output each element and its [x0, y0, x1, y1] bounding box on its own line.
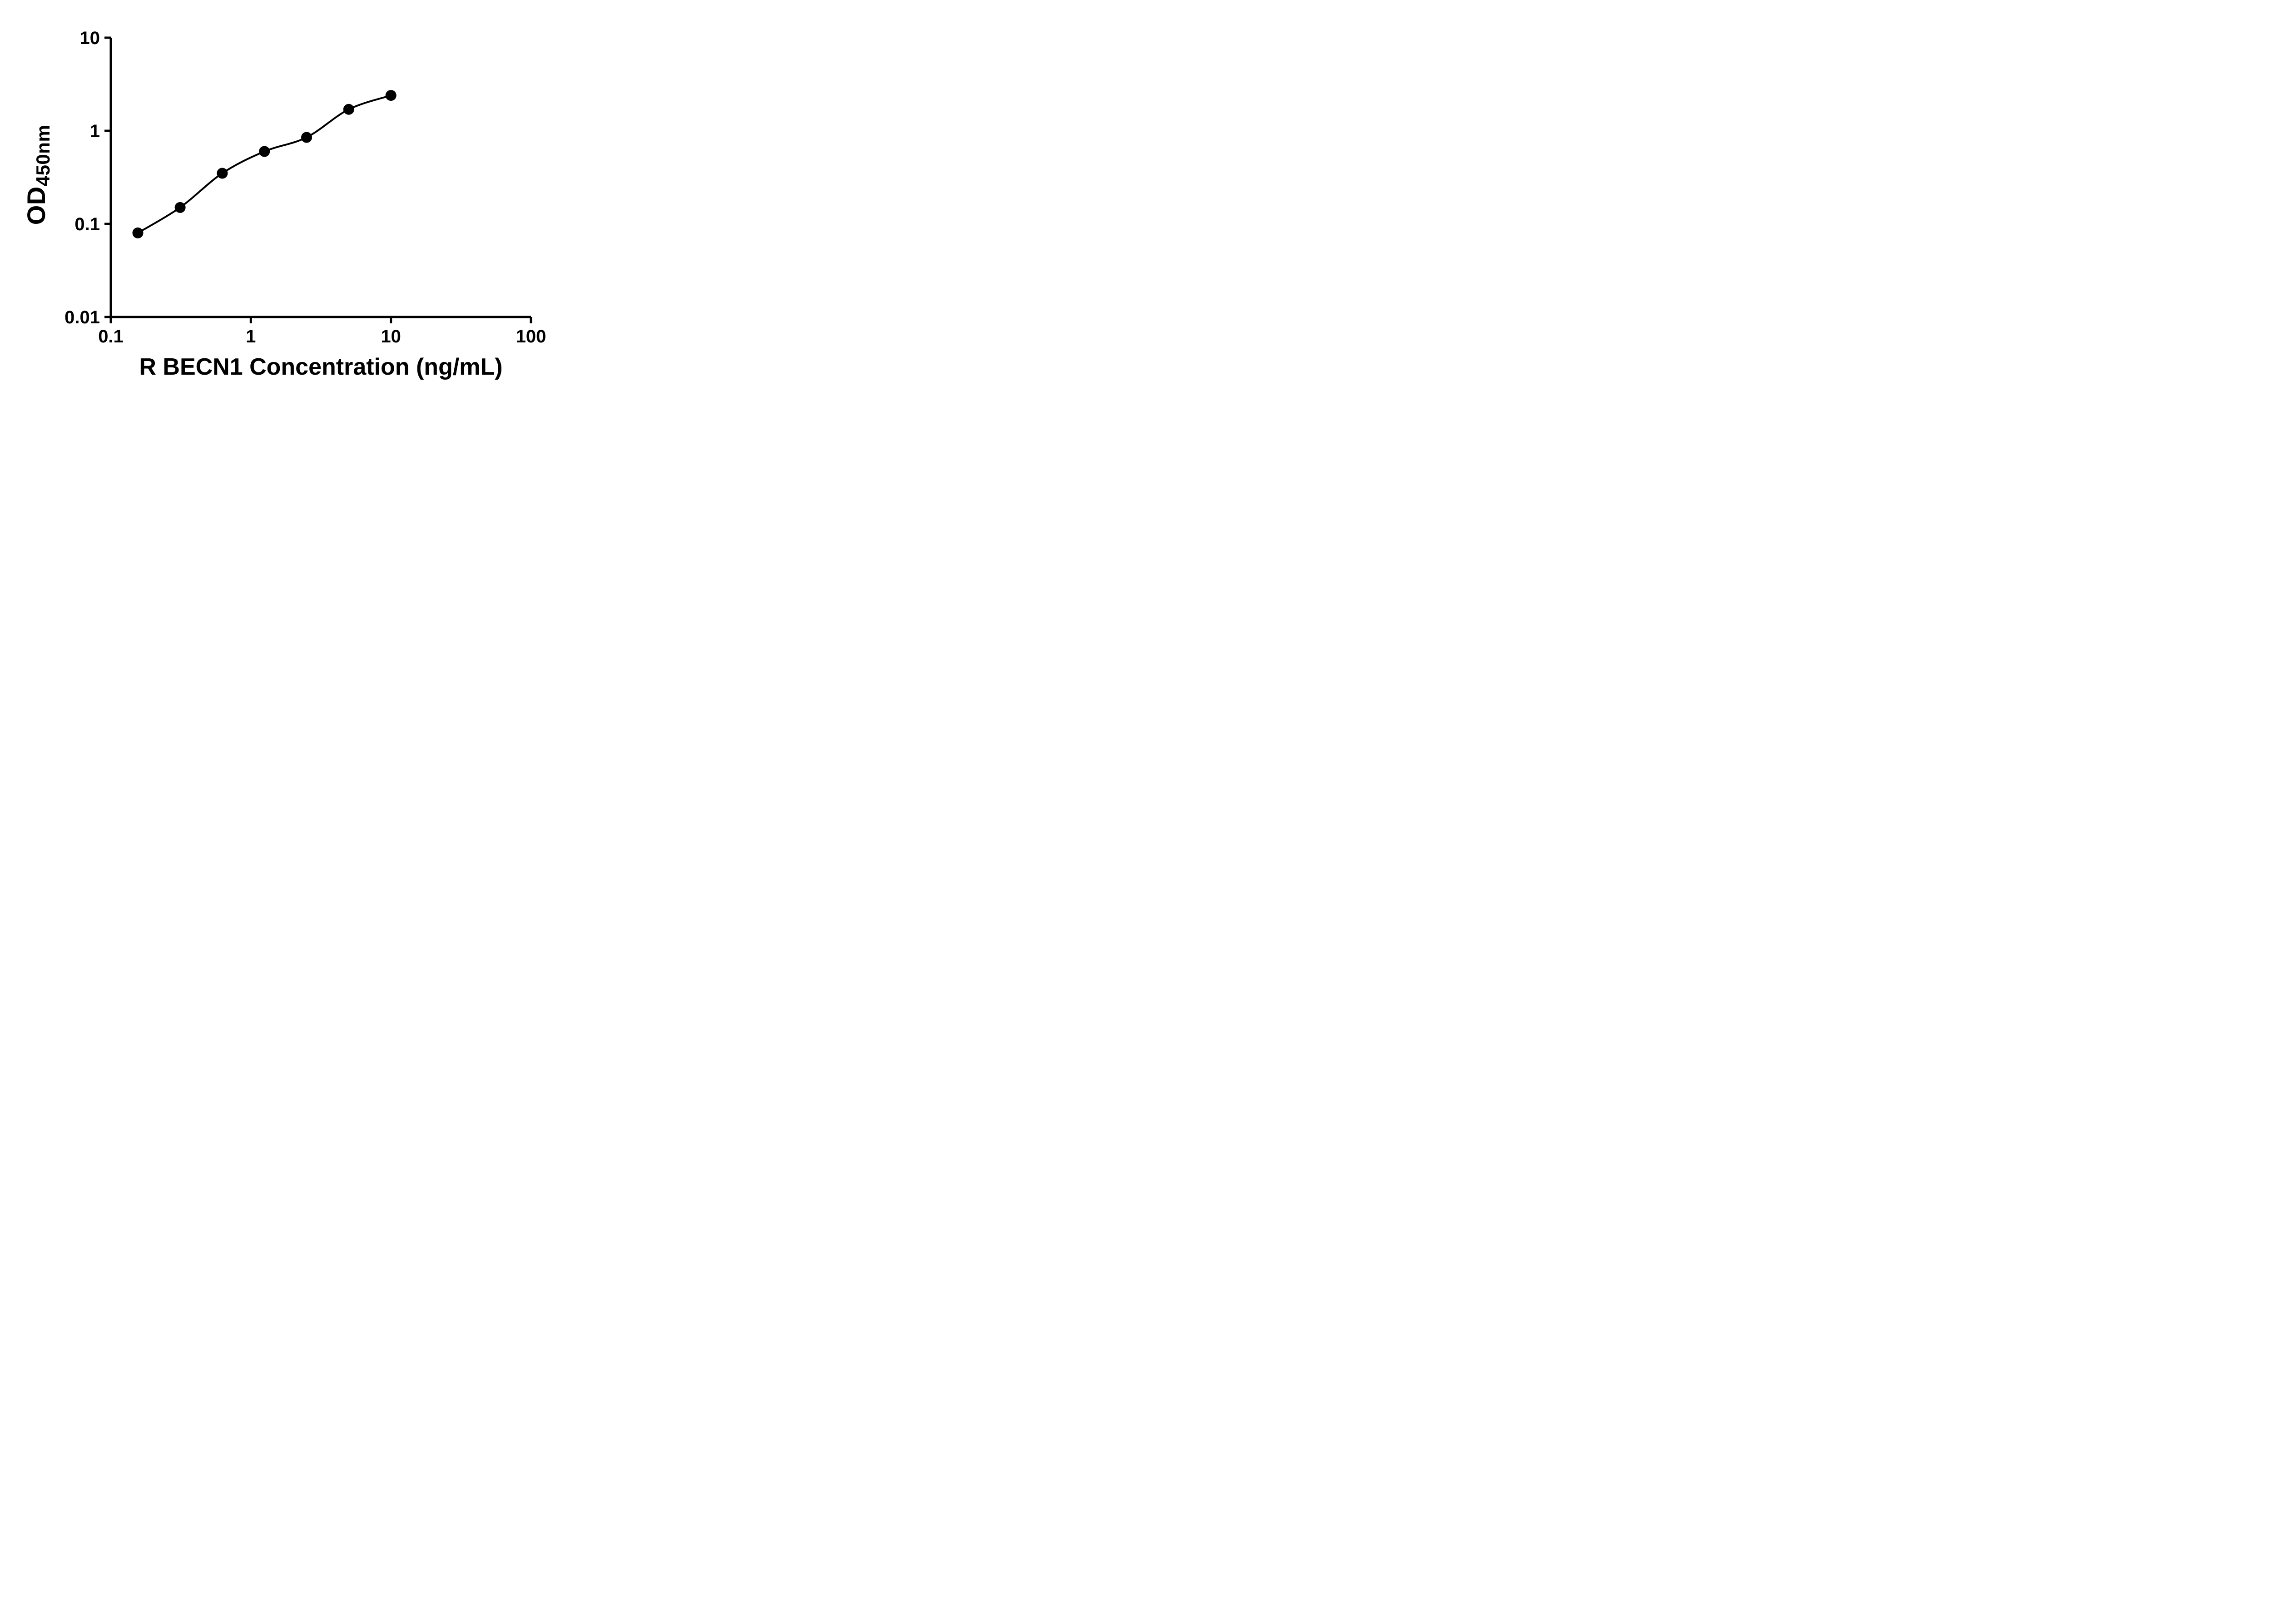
data-point: [174, 202, 186, 213]
x-tick-label: 10: [381, 327, 401, 347]
elisa-standard-curve-figure: 0.1 1 10 100 0.01 0.1 1 10 OD450nm R BECN1 Conc…: [0, 0, 584, 406]
y-tick-label: 10: [80, 28, 100, 48]
data-point: [385, 90, 397, 101]
y-axis-title-subscript: 450nm: [32, 124, 54, 187]
standard-curve-line: [137, 94, 392, 234]
x-tick-label: 100: [516, 327, 546, 347]
data-point: [343, 104, 354, 115]
y-tick-label: 0.01: [64, 307, 100, 327]
data-point: [217, 168, 228, 179]
y-axis-title: OD450nm: [21, 125, 54, 225]
axis-lines: [109, 38, 531, 318]
y-tick-label: 1: [90, 121, 100, 141]
y-axis-title-main: OD: [22, 186, 50, 225]
data-point: [259, 146, 270, 157]
y-tick-label: 0.1: [74, 214, 100, 234]
x-tick-label: 1: [246, 327, 256, 347]
data-point: [132, 227, 144, 238]
x-tick-label: 0.1: [98, 327, 124, 347]
data-point: [301, 132, 312, 143]
x-axis-title: R BECN1 Concentration (ng/mL): [139, 354, 503, 380]
